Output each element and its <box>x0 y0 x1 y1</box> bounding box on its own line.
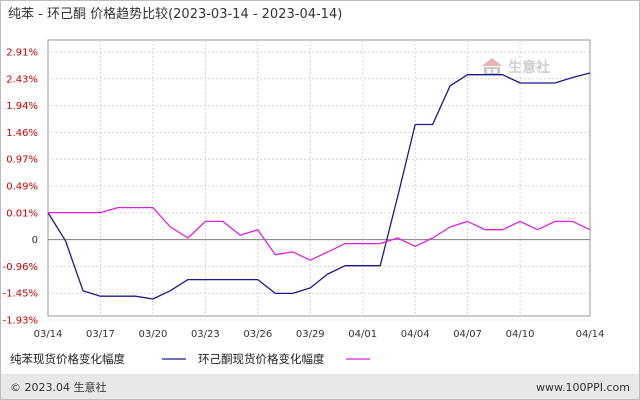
footer-copyright: © 2023.04 生意社 <box>10 380 106 394</box>
x-tick-label: 03/29 <box>296 329 325 340</box>
y-tick-label: 2.91% <box>6 48 38 59</box>
y-tick-label: 0 <box>32 235 38 246</box>
legend: 纯苯现货价格变化幅度 环己酮现货价格变化幅度 <box>10 352 370 366</box>
grid-lines <box>48 40 590 321</box>
y-tick-label: -0.96% <box>3 262 38 273</box>
y-tick-label: -1.93% <box>3 316 38 327</box>
plot-area <box>47 39 591 317</box>
x-tick-label: 04/10 <box>506 329 535 340</box>
x-tick-label: 04/14 <box>576 329 605 340</box>
series-line-cyclohexanone <box>48 206 591 261</box>
x-axis-ticks: 03/14 03/17 03/20 03/23 03/26 03/29 04/01 04/04… <box>34 329 605 340</box>
x-tick-label: 04/04 <box>401 329 430 340</box>
x-tick-label: 03/14 <box>34 329 63 340</box>
x-tick-label: 04/07 <box>453 329 482 340</box>
y-tick-label: 1.94% <box>6 101 38 112</box>
y-tick-label: 1.46% <box>6 128 38 139</box>
y-tick-label: 0.97% <box>6 155 38 166</box>
x-tick-label: 03/17 <box>86 329 115 340</box>
chart-title: 纯苯 - 环己酮 价格趋势比较(2023-03-14 - 2023-04-14) <box>8 6 342 22</box>
legend-label-benzene: 纯苯现货价格变化幅度 <box>10 352 125 366</box>
watermark: 生意社 <box>482 58 550 76</box>
y-tick-label: 0.01% <box>6 208 38 219</box>
watermark-text: 生意社 <box>508 59 550 76</box>
series-lines <box>47 72 591 300</box>
footer: © 2023.04 生意社 www.100PPI.com <box>1 374 639 399</box>
footer-url: www.100PPI.com <box>536 381 630 394</box>
y-tick-label: 2.43% <box>6 74 38 85</box>
x-tick-label: 03/23 <box>191 329 220 340</box>
y-axis-ticks: 2.91% 2.43% 1.94% 1.46% 0.97% 0.49% 0.01% 0 -0.9… <box>3 48 38 327</box>
footer-bar <box>1 374 639 399</box>
legend-label-cyclohexanone: 环己酮现货价格变化幅度 <box>198 352 325 366</box>
series-line-benzene <box>47 72 591 300</box>
y-tick-label: 0.49% <box>6 182 38 193</box>
watermark-logo-icon <box>482 58 502 75</box>
x-tick-label: 04/01 <box>348 329 377 340</box>
x-tick-label: 03/20 <box>138 329 167 340</box>
y-tick-label: -1.45% <box>3 289 38 300</box>
x-tick-label: 03/26 <box>243 329 272 340</box>
